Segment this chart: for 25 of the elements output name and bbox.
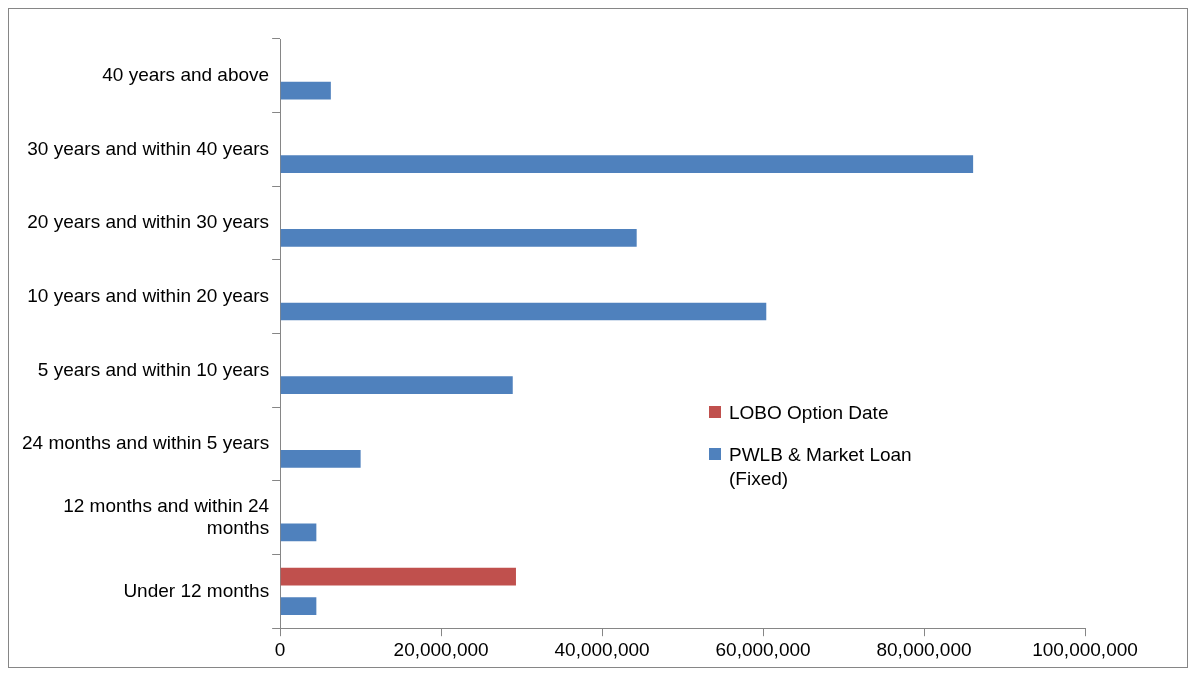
x-tick-label: 100,000,000 — [1032, 638, 1138, 660]
y-tick-label: 10 years and within 20 years — [27, 285, 270, 307]
bar — [280, 229, 637, 247]
bar — [280, 523, 317, 542]
x-tick-label: 80,000,000 — [876, 638, 972, 660]
bar — [280, 449, 361, 468]
legend-label: PWLB & Market Loan (Fixed) — [729, 443, 913, 491]
y-tick-label: 5 years and within 10 years — [37, 358, 270, 380]
bar — [280, 81, 331, 100]
bar — [280, 597, 317, 615]
x-tick-label: 20,000,000 — [393, 638, 489, 660]
bar — [280, 567, 516, 586]
x-tick-label: 0 — [274, 638, 286, 660]
x-tick-label: 60,000,000 — [715, 638, 811, 660]
y-tick-label: 12 months and within 24 months — [63, 494, 270, 539]
y-tick-label: 20 years and within 30 years — [27, 211, 270, 233]
y-tick-label: 30 years and within 40 years — [27, 137, 270, 159]
bar — [280, 155, 974, 174]
x-tick-label: 40,000,000 — [554, 638, 650, 660]
legend-label: LOBO Option Date — [729, 401, 889, 425]
y-tick-label: 24 months and within 5 years — [22, 432, 270, 454]
bar — [280, 376, 513, 394]
y-tick-label: 40 years and above — [102, 64, 270, 86]
y-tick-label: Under 12 months — [123, 579, 270, 601]
bar — [280, 302, 767, 321]
